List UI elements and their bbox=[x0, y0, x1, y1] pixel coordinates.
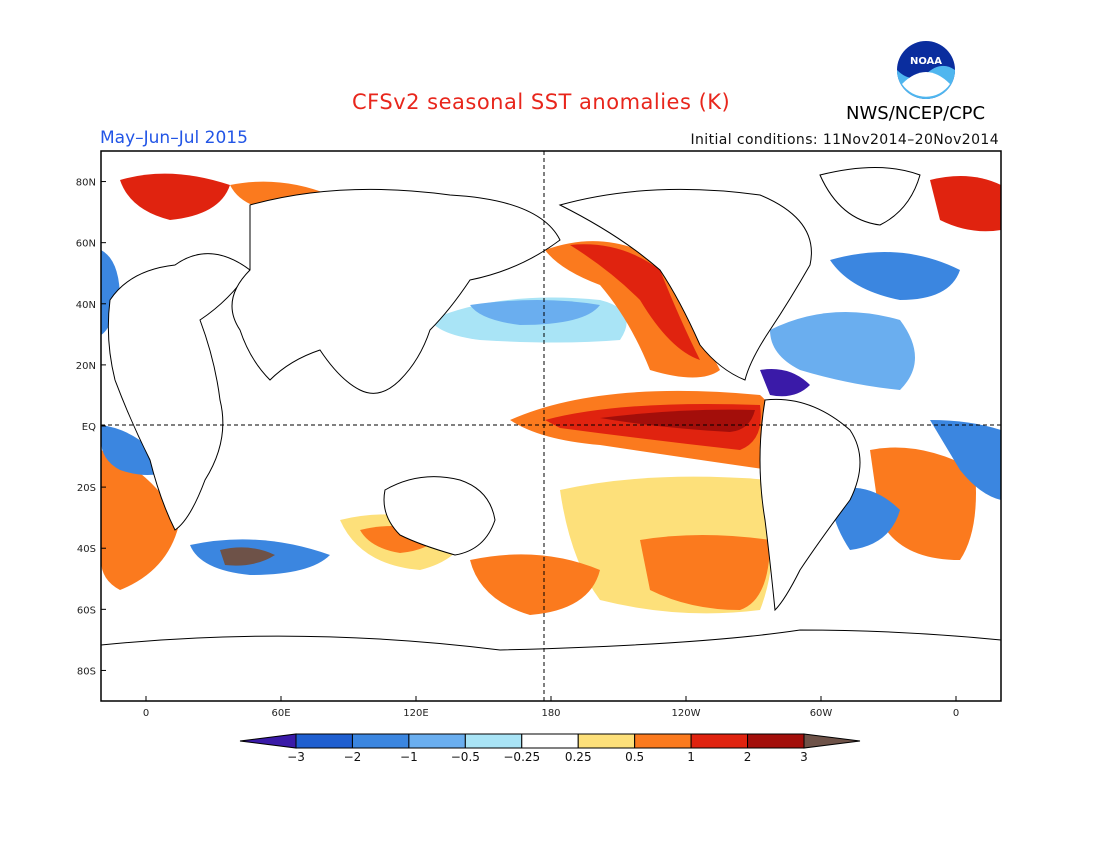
lon-label: 120E bbox=[403, 708, 428, 719]
lat-label: 60S bbox=[77, 605, 96, 616]
colorbar-box bbox=[464, 733, 523, 749]
lat-label: 80S bbox=[77, 666, 96, 677]
lat-label: 40S bbox=[77, 544, 96, 555]
anomaly-fields bbox=[101, 173, 1001, 615]
colorbar-label: 1 bbox=[687, 750, 695, 764]
lon-label: 0 bbox=[953, 708, 959, 719]
latitude-axis: 80N 60N 40N 20N EQ 20S 40S 60S 80S bbox=[76, 178, 106, 677]
colorbar-label: 0.25 bbox=[565, 750, 592, 764]
lat-label: EQ bbox=[82, 422, 96, 433]
colorbar-box bbox=[690, 733, 749, 749]
lat-label: 20S bbox=[77, 483, 96, 494]
colorbar-box bbox=[521, 733, 579, 749]
colorbar-label: −1 bbox=[400, 750, 418, 764]
colorbar-label: −0.5 bbox=[451, 750, 480, 764]
colorbar-box bbox=[351, 733, 410, 749]
colorbar-box bbox=[295, 733, 353, 749]
colorbar-box bbox=[408, 733, 466, 749]
lon-label: 60E bbox=[271, 708, 290, 719]
noaa-logo-icon: NOAA bbox=[897, 41, 955, 99]
colorbar-label: 2 bbox=[744, 750, 752, 764]
colorbar-label: −0.25 bbox=[503, 750, 540, 764]
colorbar-box bbox=[577, 733, 636, 749]
longitude-axis: 0 60E 120E 180 120W 60W 0 bbox=[143, 696, 959, 719]
colorbar-low-extend bbox=[239, 733, 297, 749]
colorbar: −3 −2 −1 −0.5 −0.25 0.25 0.5 1 2 3 bbox=[239, 733, 861, 764]
initial-conditions: Initial conditions: 11Nov2014–20Nov2014 bbox=[690, 132, 999, 148]
lat-label: 40N bbox=[76, 300, 96, 311]
lon-label: 0 bbox=[143, 708, 149, 719]
lat-label: 20N bbox=[76, 361, 96, 372]
colorbar-label: 3 bbox=[800, 750, 808, 764]
colorbar-label: −2 bbox=[344, 750, 362, 764]
colorbar-label: −3 bbox=[287, 750, 305, 764]
organization-label: NWS/NCEP/CPC bbox=[846, 103, 986, 124]
colorbar-box bbox=[747, 733, 805, 749]
lat-label: 80N bbox=[76, 178, 96, 189]
noaa-logo-text: NOAA bbox=[910, 56, 942, 67]
lon-label: 60W bbox=[810, 708, 833, 719]
lon-label: 120W bbox=[672, 708, 701, 719]
continent-outlines bbox=[101, 167, 1001, 701]
colorbar-label: 0.5 bbox=[625, 750, 644, 764]
colorbar-high-extend bbox=[803, 733, 861, 749]
lon-label: 180 bbox=[541, 708, 560, 719]
lat-label: 60N bbox=[76, 239, 96, 250]
colorbar-box bbox=[634, 733, 692, 749]
forecast-period: May–Jun–Jul 2015 bbox=[100, 128, 248, 148]
map-title: CFSv2 seasonal SST anomalies (K) bbox=[352, 90, 731, 114]
